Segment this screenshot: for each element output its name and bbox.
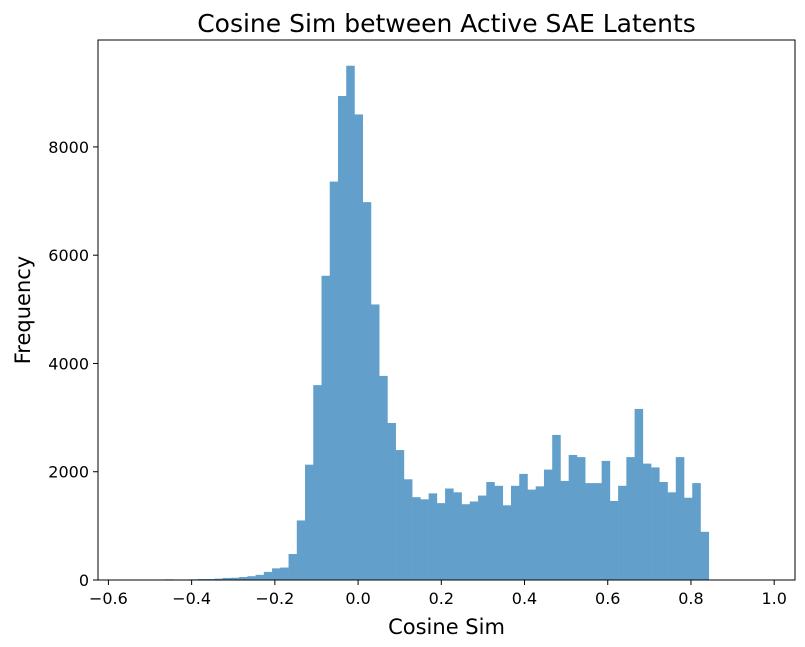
histogram-bar (387, 423, 396, 580)
histogram-bar (659, 482, 668, 580)
histogram-bar (403, 479, 413, 580)
x-tick-label: 0.4 (512, 589, 537, 608)
histogram-bar (543, 469, 553, 580)
y-axis-ticks: 0 2000 4000 6000 8000 (48, 138, 98, 590)
histogram-bars (156, 65, 710, 580)
histogram-bar (305, 464, 314, 580)
histogram-bar (478, 495, 487, 580)
histogram-bar (354, 114, 363, 580)
histogram-bar (469, 501, 479, 580)
histogram-bar (552, 434, 561, 580)
histogram-bar (436, 503, 446, 580)
x-axis-ticks: −0.6 −0.4 −0.2 0.0 0.2 0.4 0.6 0.8 1.0 (89, 580, 787, 608)
histogram-bar (601, 460, 611, 580)
histogram-bar (280, 567, 289, 580)
histogram-bar (453, 492, 462, 580)
y-axis-label: Frequency (11, 256, 35, 365)
y-tick-label: 0 (79, 571, 89, 590)
histogram-bar (329, 181, 339, 580)
histogram-bar (313, 385, 322, 580)
histogram-bar (527, 489, 537, 580)
histogram-bar (576, 457, 586, 580)
plot-frame (97, 39, 796, 581)
histogram-bar (642, 463, 652, 580)
y-tick-label: 8000 (48, 138, 89, 157)
x-tick-label: 0.6 (595, 589, 620, 608)
chart-title: Cosine Sim between Active SAE Latents (197, 9, 696, 38)
histogram-bar (362, 202, 372, 580)
histogram-bar (272, 568, 281, 580)
histogram-bar (651, 467, 660, 580)
x-tick-label: 1.0 (761, 589, 786, 608)
x-axis-label: Cosine Sim (388, 615, 505, 639)
histogram-bar (288, 554, 298, 580)
histogram-bar (519, 473, 528, 580)
histogram-bar (239, 577, 248, 580)
histogram-bar (370, 304, 380, 580)
histogram-bar (247, 576, 256, 580)
histogram-bar (321, 275, 331, 580)
histogram-bar (486, 482, 495, 580)
x-tick-label: −0.4 (172, 589, 211, 608)
histogram-bar (494, 485, 504, 580)
histogram-bar (428, 493, 438, 580)
histogram-bar (700, 531, 710, 580)
histogram-bar (692, 483, 701, 580)
x-tick-label: −0.2 (255, 589, 294, 608)
histogram-bar (618, 485, 627, 580)
histogram-bar (667, 492, 677, 580)
y-tick-label: 2000 (48, 463, 89, 482)
histogram-bar (684, 497, 693, 580)
histogram-bar (626, 457, 635, 580)
histogram-bar (634, 408, 644, 580)
histogram-bar (346, 65, 355, 580)
histogram-bar (230, 577, 240, 580)
histogram-bar (502, 505, 512, 580)
histogram-bar (296, 520, 306, 580)
histogram-bar (214, 578, 223, 580)
histogram-bar (255, 574, 265, 580)
histogram-bar (609, 500, 619, 580)
x-tick-label: −0.6 (89, 589, 128, 608)
histogram-bar (675, 457, 685, 580)
histogram-bar (395, 450, 405, 580)
x-tick-label: 0.8 (678, 589, 703, 608)
y-tick-label: 4000 (48, 354, 89, 373)
histogram-bar (222, 577, 232, 580)
x-tick-label: 0.2 (429, 589, 454, 608)
histogram-bar (510, 485, 520, 580)
histogram-bar (379, 375, 388, 580)
histogram-bar (593, 483, 602, 580)
histogram-bar (412, 497, 421, 580)
histogram-bar (337, 96, 347, 580)
x-tick-label: 0.0 (345, 589, 370, 608)
y-tick-label: 6000 (48, 246, 89, 265)
histogram-bar (420, 499, 429, 580)
histogram-bar (585, 483, 594, 580)
histogram-bar (461, 504, 471, 580)
histogram-bar (560, 480, 569, 580)
histogram-bar (445, 488, 454, 580)
histogram-bar (568, 454, 578, 580)
histogram-bar (263, 571, 273, 580)
histogram-bar (535, 486, 545, 580)
